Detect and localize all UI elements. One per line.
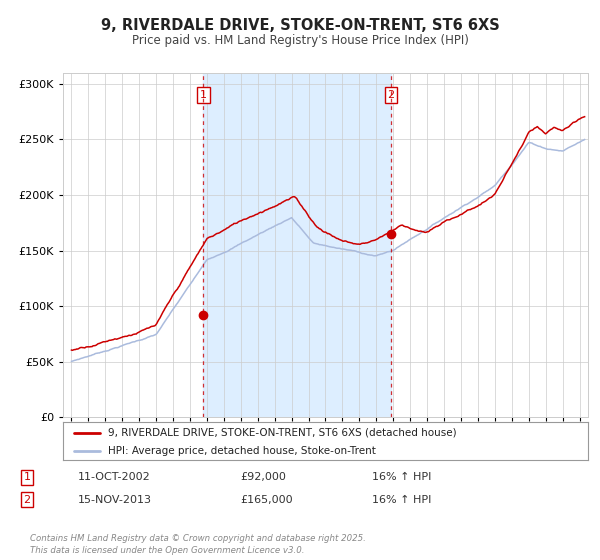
Text: 9, RIVERDALE DRIVE, STOKE-ON-TRENT, ST6 6XS: 9, RIVERDALE DRIVE, STOKE-ON-TRENT, ST6 … (101, 18, 499, 32)
Text: 2: 2 (388, 90, 395, 100)
Text: 15-NOV-2013: 15-NOV-2013 (78, 494, 152, 505)
Text: 11-OCT-2002: 11-OCT-2002 (78, 472, 151, 482)
Bar (203, 73, 391, 417)
Text: 2: 2 (23, 494, 31, 505)
Text: 9, RIVERDALE DRIVE, STOKE-ON-TRENT, ST6 6XS (detached house): 9, RIVERDALE DRIVE, STOKE-ON-TRENT, ST6 … (107, 428, 456, 438)
Text: Contains HM Land Registry data © Crown copyright and database right 2025.
This d: Contains HM Land Registry data © Crown c… (30, 534, 366, 555)
Text: HPI: Average price, detached house, Stoke-on-Trent: HPI: Average price, detached house, Stok… (107, 446, 376, 456)
Text: 16% ↑ HPI: 16% ↑ HPI (372, 472, 431, 482)
Text: £165,000: £165,000 (240, 494, 293, 505)
Text: 1: 1 (200, 90, 207, 100)
Text: £92,000: £92,000 (240, 472, 286, 482)
Text: 1: 1 (23, 472, 31, 482)
Text: Price paid vs. HM Land Registry's House Price Index (HPI): Price paid vs. HM Land Registry's House … (131, 34, 469, 47)
Text: 16% ↑ HPI: 16% ↑ HPI (372, 494, 431, 505)
